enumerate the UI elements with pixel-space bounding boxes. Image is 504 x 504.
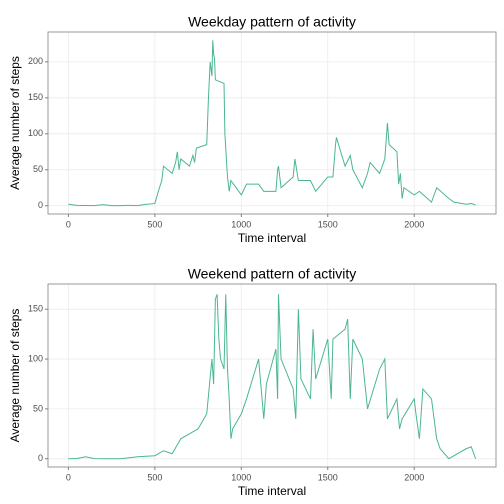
x-tick-label: 1000 <box>231 472 251 482</box>
x-tick-label: 1500 <box>318 219 338 229</box>
chart-title: Weekend pattern of activity <box>188 266 357 282</box>
x-axis-label: Time interval <box>238 484 306 498</box>
x-tick-label: 1000 <box>231 219 251 229</box>
y-tick-label: 150 <box>28 92 43 102</box>
y-axis-label: Average number of steps <box>8 56 22 190</box>
x-tick-label: 0 <box>66 219 71 229</box>
y-tick-label: 50 <box>33 164 43 174</box>
x-tick-label: 2000 <box>404 219 424 229</box>
y-tick-label: 150 <box>28 304 43 314</box>
y-tick-label: 100 <box>28 128 43 138</box>
y-tick-label: 100 <box>28 353 43 363</box>
y-tick-label: 200 <box>28 56 43 66</box>
y-axis-label: Average number of steps <box>8 309 22 443</box>
panel-border <box>47 31 497 215</box>
y-tick-label: 50 <box>33 403 43 413</box>
data-line <box>68 294 477 460</box>
x-axis-label: Time interval <box>238 231 306 245</box>
x-tick-label: 2000 <box>404 472 424 482</box>
x-tick-label: 1500 <box>318 472 338 482</box>
data-line <box>68 40 476 207</box>
y-tick-label: 0 <box>38 453 43 463</box>
x-tick-label: 500 <box>147 472 162 482</box>
chart-title: Weekday pattern of activity <box>188 14 356 30</box>
panel <box>48 284 496 467</box>
panel-border <box>47 283 497 468</box>
x-tick-label: 0 <box>66 472 71 482</box>
x-tick-label: 500 <box>147 219 162 229</box>
panel <box>48 32 496 214</box>
y-tick-label: 0 <box>38 200 43 210</box>
